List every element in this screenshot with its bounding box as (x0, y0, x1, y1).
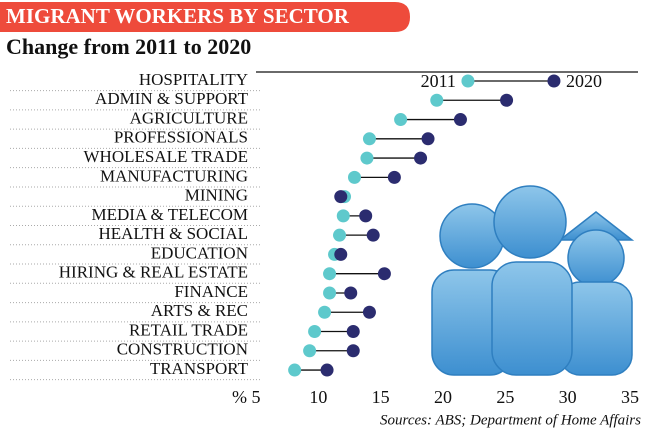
x-tick-label: 10 (309, 387, 327, 407)
dot (334, 190, 348, 204)
category-label: TRANSPORT (150, 359, 249, 378)
dot (303, 344, 317, 358)
dot (323, 286, 337, 300)
dot (308, 325, 322, 339)
dot (387, 170, 401, 184)
category-label: MANUFACTURING (100, 166, 248, 185)
dot (334, 247, 348, 261)
x-tick-label: 5 (252, 387, 261, 407)
category-label: PROFESSIONALS (114, 128, 248, 147)
category-label: HIRING & REAL ESTATE (59, 263, 248, 282)
x-tick-label: 20 (434, 387, 452, 407)
category-label: AGRICULTURE (130, 108, 248, 127)
category-label: CONSTRUCTION (117, 340, 248, 359)
dot (366, 228, 380, 242)
dot (336, 209, 350, 223)
dot (453, 113, 467, 127)
dot (421, 132, 435, 146)
category-label: ARTS & REC (151, 301, 248, 320)
dot (414, 151, 428, 165)
dot (377, 267, 391, 281)
source: Sources: ABS; Department of Home Affairs (380, 412, 641, 428)
dot (323, 267, 337, 281)
category-label: EDUCATION (151, 243, 248, 262)
x-tick-label: 30 (559, 387, 577, 407)
chart-subtitle: Change from 2011 to 2020 (6, 34, 251, 59)
category-label: HOSPITALITY (139, 70, 248, 89)
category-label: RETAIL TRADE (129, 320, 248, 339)
dot (430, 93, 444, 107)
legend-label: 2011 (421, 71, 456, 91)
category-label: ADMIN & SUPPORT (95, 89, 249, 108)
x-tick-label: 35 (621, 387, 639, 407)
title-banner (0, 2, 410, 32)
dot (346, 325, 360, 339)
dot (500, 93, 514, 107)
illustration (431, 185, 635, 376)
category-label: MINING (185, 186, 248, 205)
dot (461, 74, 475, 88)
dot (344, 286, 358, 300)
dot (547, 74, 561, 88)
dot (346, 344, 360, 358)
dot (360, 151, 374, 165)
category-label: HEALTH & SOCIAL (98, 224, 248, 243)
x-tick-label: 15 (372, 387, 390, 407)
dot (318, 305, 332, 319)
category-label: WHOLESALE TRADE (84, 147, 248, 166)
dot (359, 209, 373, 223)
dot (362, 132, 376, 146)
dot (333, 228, 347, 242)
dot (394, 113, 408, 127)
x-axis-label: % (232, 387, 247, 407)
chart-title: MIGRANT WORKERS BY SECTOR (6, 4, 350, 28)
dot (347, 170, 361, 184)
legend-label: 2020 (566, 71, 602, 91)
dot (362, 305, 376, 319)
category-label: MEDIA & TELECOM (92, 205, 248, 224)
dot (320, 363, 334, 377)
dot (288, 363, 302, 377)
category-label: FINANCE (174, 282, 248, 301)
x-tick-label: 25 (496, 387, 514, 407)
